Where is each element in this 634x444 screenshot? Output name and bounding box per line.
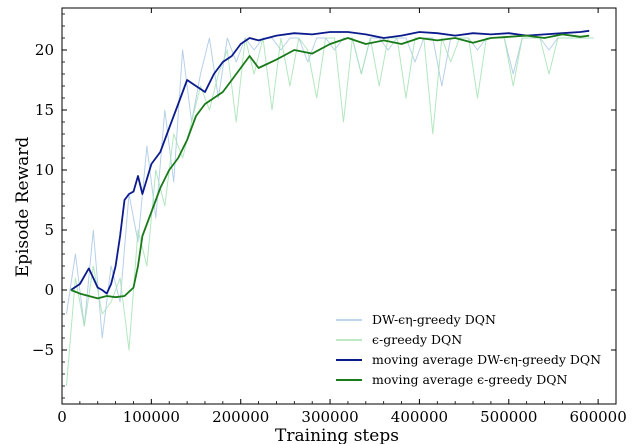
ticks-layer: 0 100000 200000 300000 400000 500000 600000 −5 0… <box>32 8 627 426</box>
x-tick-label: 100000 <box>123 408 180 426</box>
y-tick-label: 15 <box>35 101 54 119</box>
y-tick-label: 10 <box>35 161 54 179</box>
x-tick-label: 500000 <box>480 408 537 426</box>
x-tick-label: 600000 <box>569 408 626 426</box>
plot-frame <box>61 7 617 405</box>
x-tick-label: 200000 <box>212 408 269 426</box>
series-line-egreedy-raw <box>66 37 594 387</box>
series-line-egreedy-moving-average <box>70 33 590 300</box>
x-tick-label: 300000 <box>301 408 358 426</box>
x-tick-label: 400000 <box>391 408 448 426</box>
x-tick-label: 0 <box>57 408 67 426</box>
legend-label: moving average ϵ-greedy DQN <box>372 372 567 387</box>
legend-label: moving average DW-ϵη-greedy DQN <box>372 352 601 367</box>
x-axis-label: Training steps <box>275 426 399 444</box>
y-axis-label: Episode Reward <box>13 137 33 278</box>
y-tick-label: 5 <box>44 221 54 239</box>
series-line-dw-moving-average <box>70 29 590 295</box>
y-tick-label: 0 <box>44 281 54 299</box>
series-line-dw-raw <box>66 37 594 339</box>
legend-label: DW-ϵη-greedy DQN <box>372 312 496 327</box>
y-tick-label: −5 <box>32 341 54 359</box>
y-tick-label: 20 <box>35 41 54 59</box>
legend: DW-ϵη-greedy DQN ϵ-greedy DQN moving avera… <box>336 312 601 387</box>
series-layer <box>66 29 594 387</box>
legend-label: ϵ-greedy DQN <box>372 332 462 347</box>
